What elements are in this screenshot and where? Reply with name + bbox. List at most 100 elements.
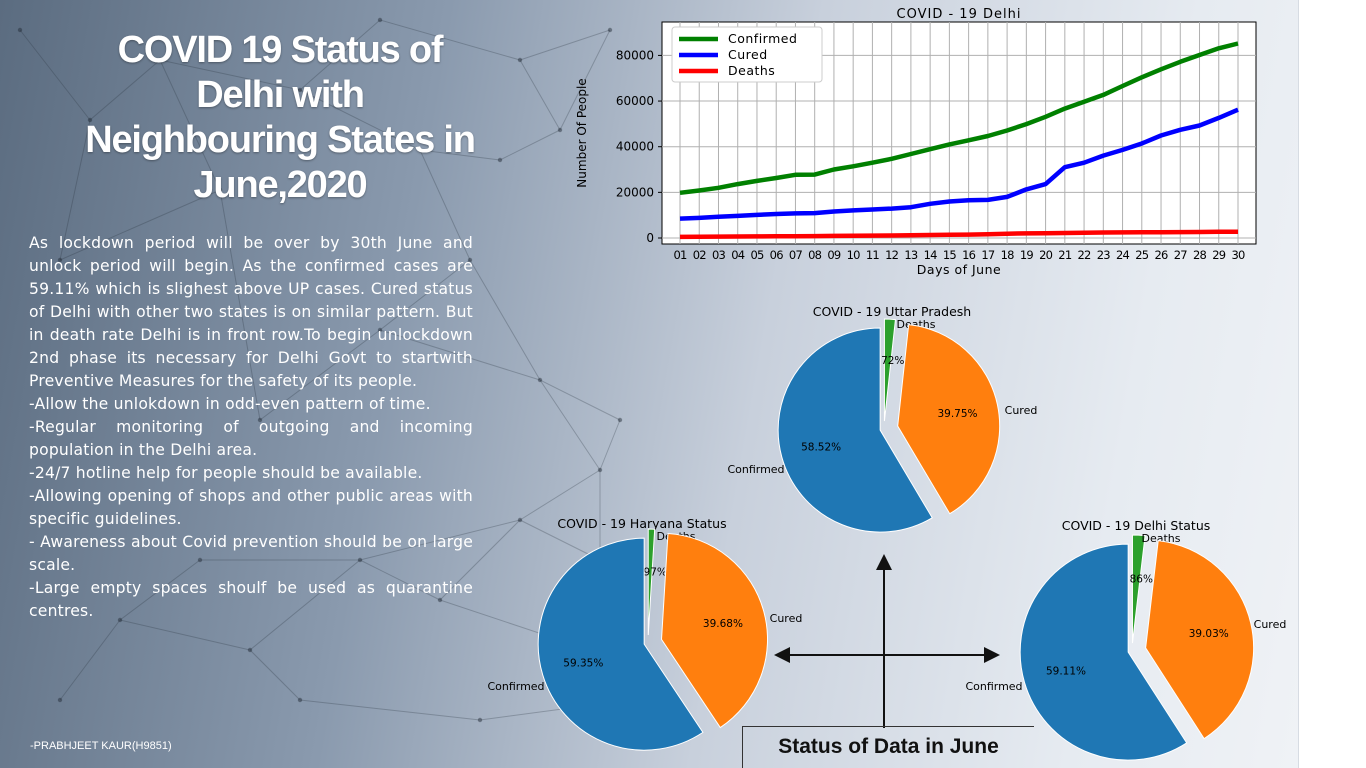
network-link	[59, 119, 91, 261]
network-link	[299, 699, 481, 721]
network-link	[419, 149, 471, 261]
title-line: Delhi with	[196, 74, 365, 116]
body-paragraph: As lockdown period will be over by 30th …	[29, 234, 473, 390]
pie-title: COVID - 19 Delhi Status	[1062, 518, 1211, 533]
network-node	[607, 27, 613, 33]
x-tick-label: 24	[1116, 248, 1130, 262]
haryana-pie-chart: COVID - 19 Haryana Status0.97%Deaths39.6…	[487, 516, 803, 751]
y-tick-label: 40000	[616, 140, 654, 154]
network-node	[357, 557, 363, 563]
x-tick-label: 17	[981, 248, 995, 262]
pie-category-label: Confirmed	[727, 463, 784, 476]
x-tick-label: 09	[827, 248, 841, 262]
network-node	[377, 327, 383, 333]
network-link	[249, 649, 301, 701]
body-bullet: -Allow the unlokdown in odd-even pattern…	[29, 395, 431, 413]
x-tick-label: 14	[924, 248, 938, 262]
network-node	[617, 417, 623, 423]
pie-slice-confirmed	[777, 327, 933, 533]
pie-category-label: Confirmed	[487, 680, 544, 693]
network-node	[557, 127, 563, 133]
y-tick-label: 60000	[616, 94, 654, 108]
pie-pct-label: 58.52%	[801, 441, 841, 453]
x-tick-label: 07	[789, 248, 803, 262]
x-tick-label: 21	[1058, 248, 1072, 262]
network-link	[519, 29, 611, 61]
network-link	[379, 259, 471, 331]
network-link	[359, 559, 441, 601]
title-line: COVID 19 Status of	[117, 29, 444, 71]
x-tick-label: 18	[1001, 248, 1015, 262]
title-line: Neighbouring States in	[85, 119, 476, 161]
network-link	[499, 129, 561, 161]
network-node	[377, 17, 383, 23]
network-node	[467, 257, 473, 263]
pie-title: COVID - 19 Haryana Status	[557, 516, 726, 531]
slide-title: COVID 19 Status of Delhi with Neighbouri…	[40, 28, 520, 208]
network-link	[379, 329, 541, 381]
x-tick-label: 08	[808, 248, 822, 262]
network-link	[249, 559, 361, 651]
x-tick-label: 16	[962, 248, 976, 262]
network-node	[157, 57, 163, 63]
x-tick-label: 19	[1020, 248, 1034, 262]
delhi-line-chart: COVID - 19 Delhi 01 02 03 04 05 06 07 08 09 10 11 12…	[575, 7, 1257, 277]
network-link	[539, 379, 601, 471]
up-pie-chart: COVID - 19 Uttar Pradesh1.72%Deaths39.75…	[727, 304, 1038, 533]
network-node	[57, 697, 63, 703]
pie-title: COVID - 19 Uttar Pradesh	[813, 304, 971, 319]
pie-slice-cured	[897, 324, 1001, 515]
legend-label-confirmed: Confirmed	[728, 31, 797, 46]
x-tick-label: 23	[1097, 248, 1111, 262]
pie-pct-label: 59.11%	[1046, 665, 1086, 677]
network-node	[517, 57, 523, 63]
pie-category-label: Confirmed	[965, 680, 1022, 693]
network-node	[17, 27, 23, 33]
network-node	[247, 647, 253, 653]
pie-category-label: Cured	[770, 612, 803, 625]
network-link	[299, 19, 381, 91]
network-link	[519, 59, 561, 131]
network-link	[159, 59, 221, 191]
pie-pct-label: 39.03%	[1189, 628, 1229, 640]
network-link	[19, 29, 91, 121]
cross-arrows-graphic	[774, 554, 1000, 728]
network-link	[539, 379, 621, 421]
pie-slice-deaths	[647, 528, 656, 636]
network-node	[537, 377, 543, 383]
x-axis-label: Days of June	[917, 262, 1001, 277]
x-tick-label: 12	[885, 248, 899, 262]
series-line-cured	[679, 107, 1239, 221]
x-tick-label: 15	[943, 248, 957, 262]
series-line-confirmed	[679, 41, 1239, 196]
network-link	[599, 419, 621, 471]
pie-category-label: Cured	[1005, 404, 1038, 417]
pie-slice-cured	[661, 533, 769, 729]
x-tick-label: 10	[847, 248, 861, 262]
series-line-deaths	[679, 229, 1239, 240]
slide-body-text: As lockdown period will be over by 30th …	[29, 232, 473, 623]
network-link	[259, 329, 381, 421]
x-tick-label: 27	[1174, 248, 1188, 262]
network-link	[439, 519, 521, 601]
network-node	[497, 157, 503, 163]
network-node	[257, 417, 263, 423]
pie-slice-confirmed	[1019, 543, 1188, 761]
caption-box: Status of Data in June	[742, 726, 1034, 768]
network-link	[419, 149, 501, 161]
x-tick-label: 01	[673, 248, 687, 262]
network-link	[359, 519, 521, 561]
legend-label-deaths: Deaths	[728, 63, 775, 78]
chart-title: COVID - 19 Delhi	[897, 7, 1022, 22]
legend-label-cured: Cured	[728, 47, 768, 62]
pie-pct-label: 39.75%	[937, 408, 977, 420]
network-link	[519, 519, 601, 561]
body-bullet: -24/7 hotline help for people should be …	[29, 464, 423, 482]
pie-category-label: Cured	[1254, 618, 1287, 631]
pie-slice-deaths	[1131, 534, 1146, 644]
delhi-pie-chart: COVID - 19 Delhi Status1.86%Deaths39.03%…	[965, 518, 1287, 761]
network-link	[59, 619, 121, 701]
body-bullet: - Awareness about Covid prevention shoul…	[29, 533, 473, 574]
x-tick-label: 26	[1155, 248, 1169, 262]
